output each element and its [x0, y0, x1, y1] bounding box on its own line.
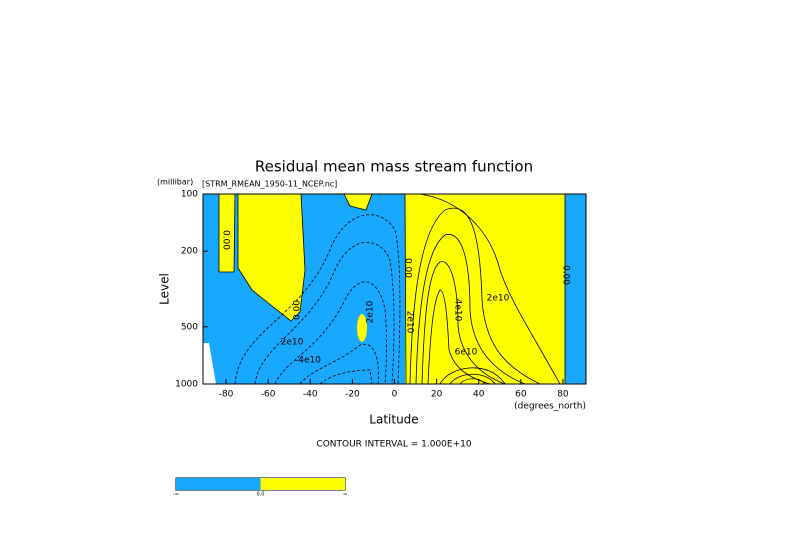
subtitle: [STRM_RMEAN_1950-11_NCEP.nc]	[202, 180, 337, 189]
x-tick-label: -80	[219, 390, 234, 400]
x-tick-label: -60	[261, 390, 276, 400]
colorbar-label: ∞	[343, 492, 347, 498]
contour-line	[419, 193, 561, 385]
plot-fill	[203, 194, 586, 384]
contour-label: 2e10	[366, 300, 376, 323]
missing-region	[203, 343, 216, 384]
contour-line	[218, 193, 236, 273]
contour-label: 2e10	[405, 311, 415, 334]
y-tick-label: 1000	[175, 380, 198, 390]
contour-label: 0.00	[221, 230, 231, 250]
y-tick-label: 500	[181, 322, 198, 332]
contour-line	[319, 369, 373, 385]
negative-region	[565, 194, 586, 384]
contour-line	[274, 281, 387, 385]
contour-label: 0.00	[403, 258, 413, 278]
contour-line	[404, 193, 566, 385]
x-tick-label: -40	[303, 390, 318, 400]
x-tick-label: 20	[431, 390, 443, 400]
contours	[218, 193, 566, 385]
x-tick-label: 80	[557, 390, 569, 400]
y-units: (millibar)	[157, 178, 193, 187]
y-tick-label: 200	[181, 247, 198, 257]
colorbar-label: 0.0	[257, 492, 265, 498]
colorbar-label: -∞	[173, 492, 179, 498]
contour-label: 0.00	[561, 265, 571, 285]
contour-label: 2e10	[281, 338, 304, 348]
chart-title: Residual mean mass stream function	[255, 158, 533, 176]
negative-region	[203, 194, 405, 384]
x-tick-label: 60	[515, 390, 527, 400]
positive-region	[357, 314, 367, 342]
contour-line	[415, 234, 526, 385]
x-tick-label: 40	[473, 390, 485, 400]
contour-line	[439, 367, 506, 385]
contour-line	[234, 214, 401, 385]
x-axis-label: Latitude	[369, 413, 418, 427]
contour-line	[254, 242, 395, 385]
contour-label: 6e10	[455, 348, 478, 358]
colorbar-swatch	[176, 478, 261, 490]
contour-label: 0.00	[293, 300, 303, 320]
x-tick-label: -20	[345, 390, 360, 400]
contour-line	[427, 289, 491, 385]
x-tick-label: 0	[392, 390, 398, 400]
contour-line	[299, 343, 379, 385]
contour-label: 2e10	[487, 294, 510, 304]
y-tick-label: 100	[181, 190, 198, 200]
x-units: (degrees_north)	[514, 402, 586, 412]
contour-label: -4e10	[295, 356, 321, 366]
contour-line	[421, 261, 506, 385]
contour-line	[237, 193, 373, 322]
y-axis-label: Level	[158, 273, 172, 305]
contour-label: 4e10	[453, 299, 463, 322]
contour-interval-note: CONTOUR INTERVAL = 1.000E+10	[316, 440, 471, 450]
colorbar-swatch	[260, 478, 345, 490]
